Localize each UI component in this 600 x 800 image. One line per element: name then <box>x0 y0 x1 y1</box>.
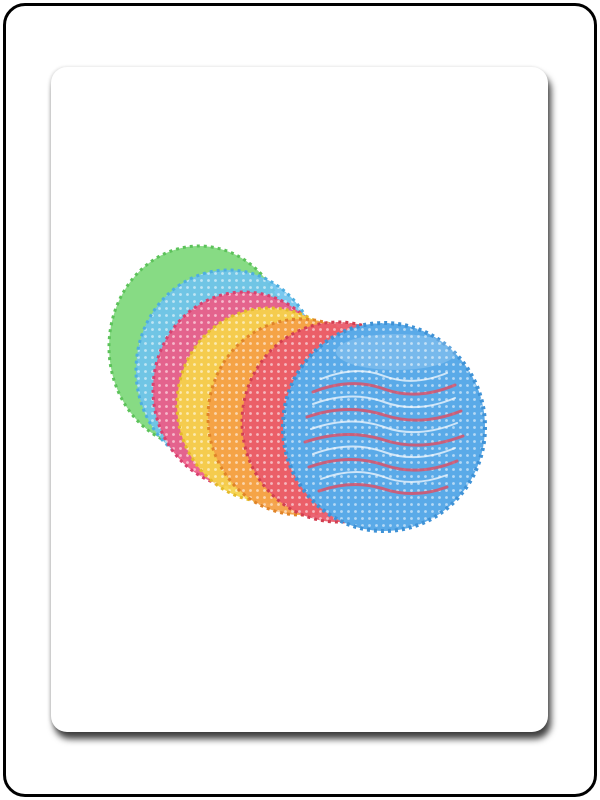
product-photo-card <box>51 67 548 732</box>
blue-screen-front <box>281 321 487 533</box>
urinal-screens-image <box>107 244 487 533</box>
